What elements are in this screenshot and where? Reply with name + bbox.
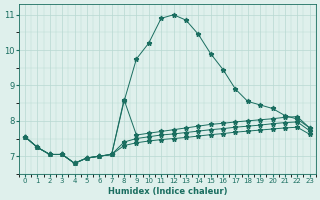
X-axis label: Humidex (Indice chaleur): Humidex (Indice chaleur) [108, 187, 227, 196]
